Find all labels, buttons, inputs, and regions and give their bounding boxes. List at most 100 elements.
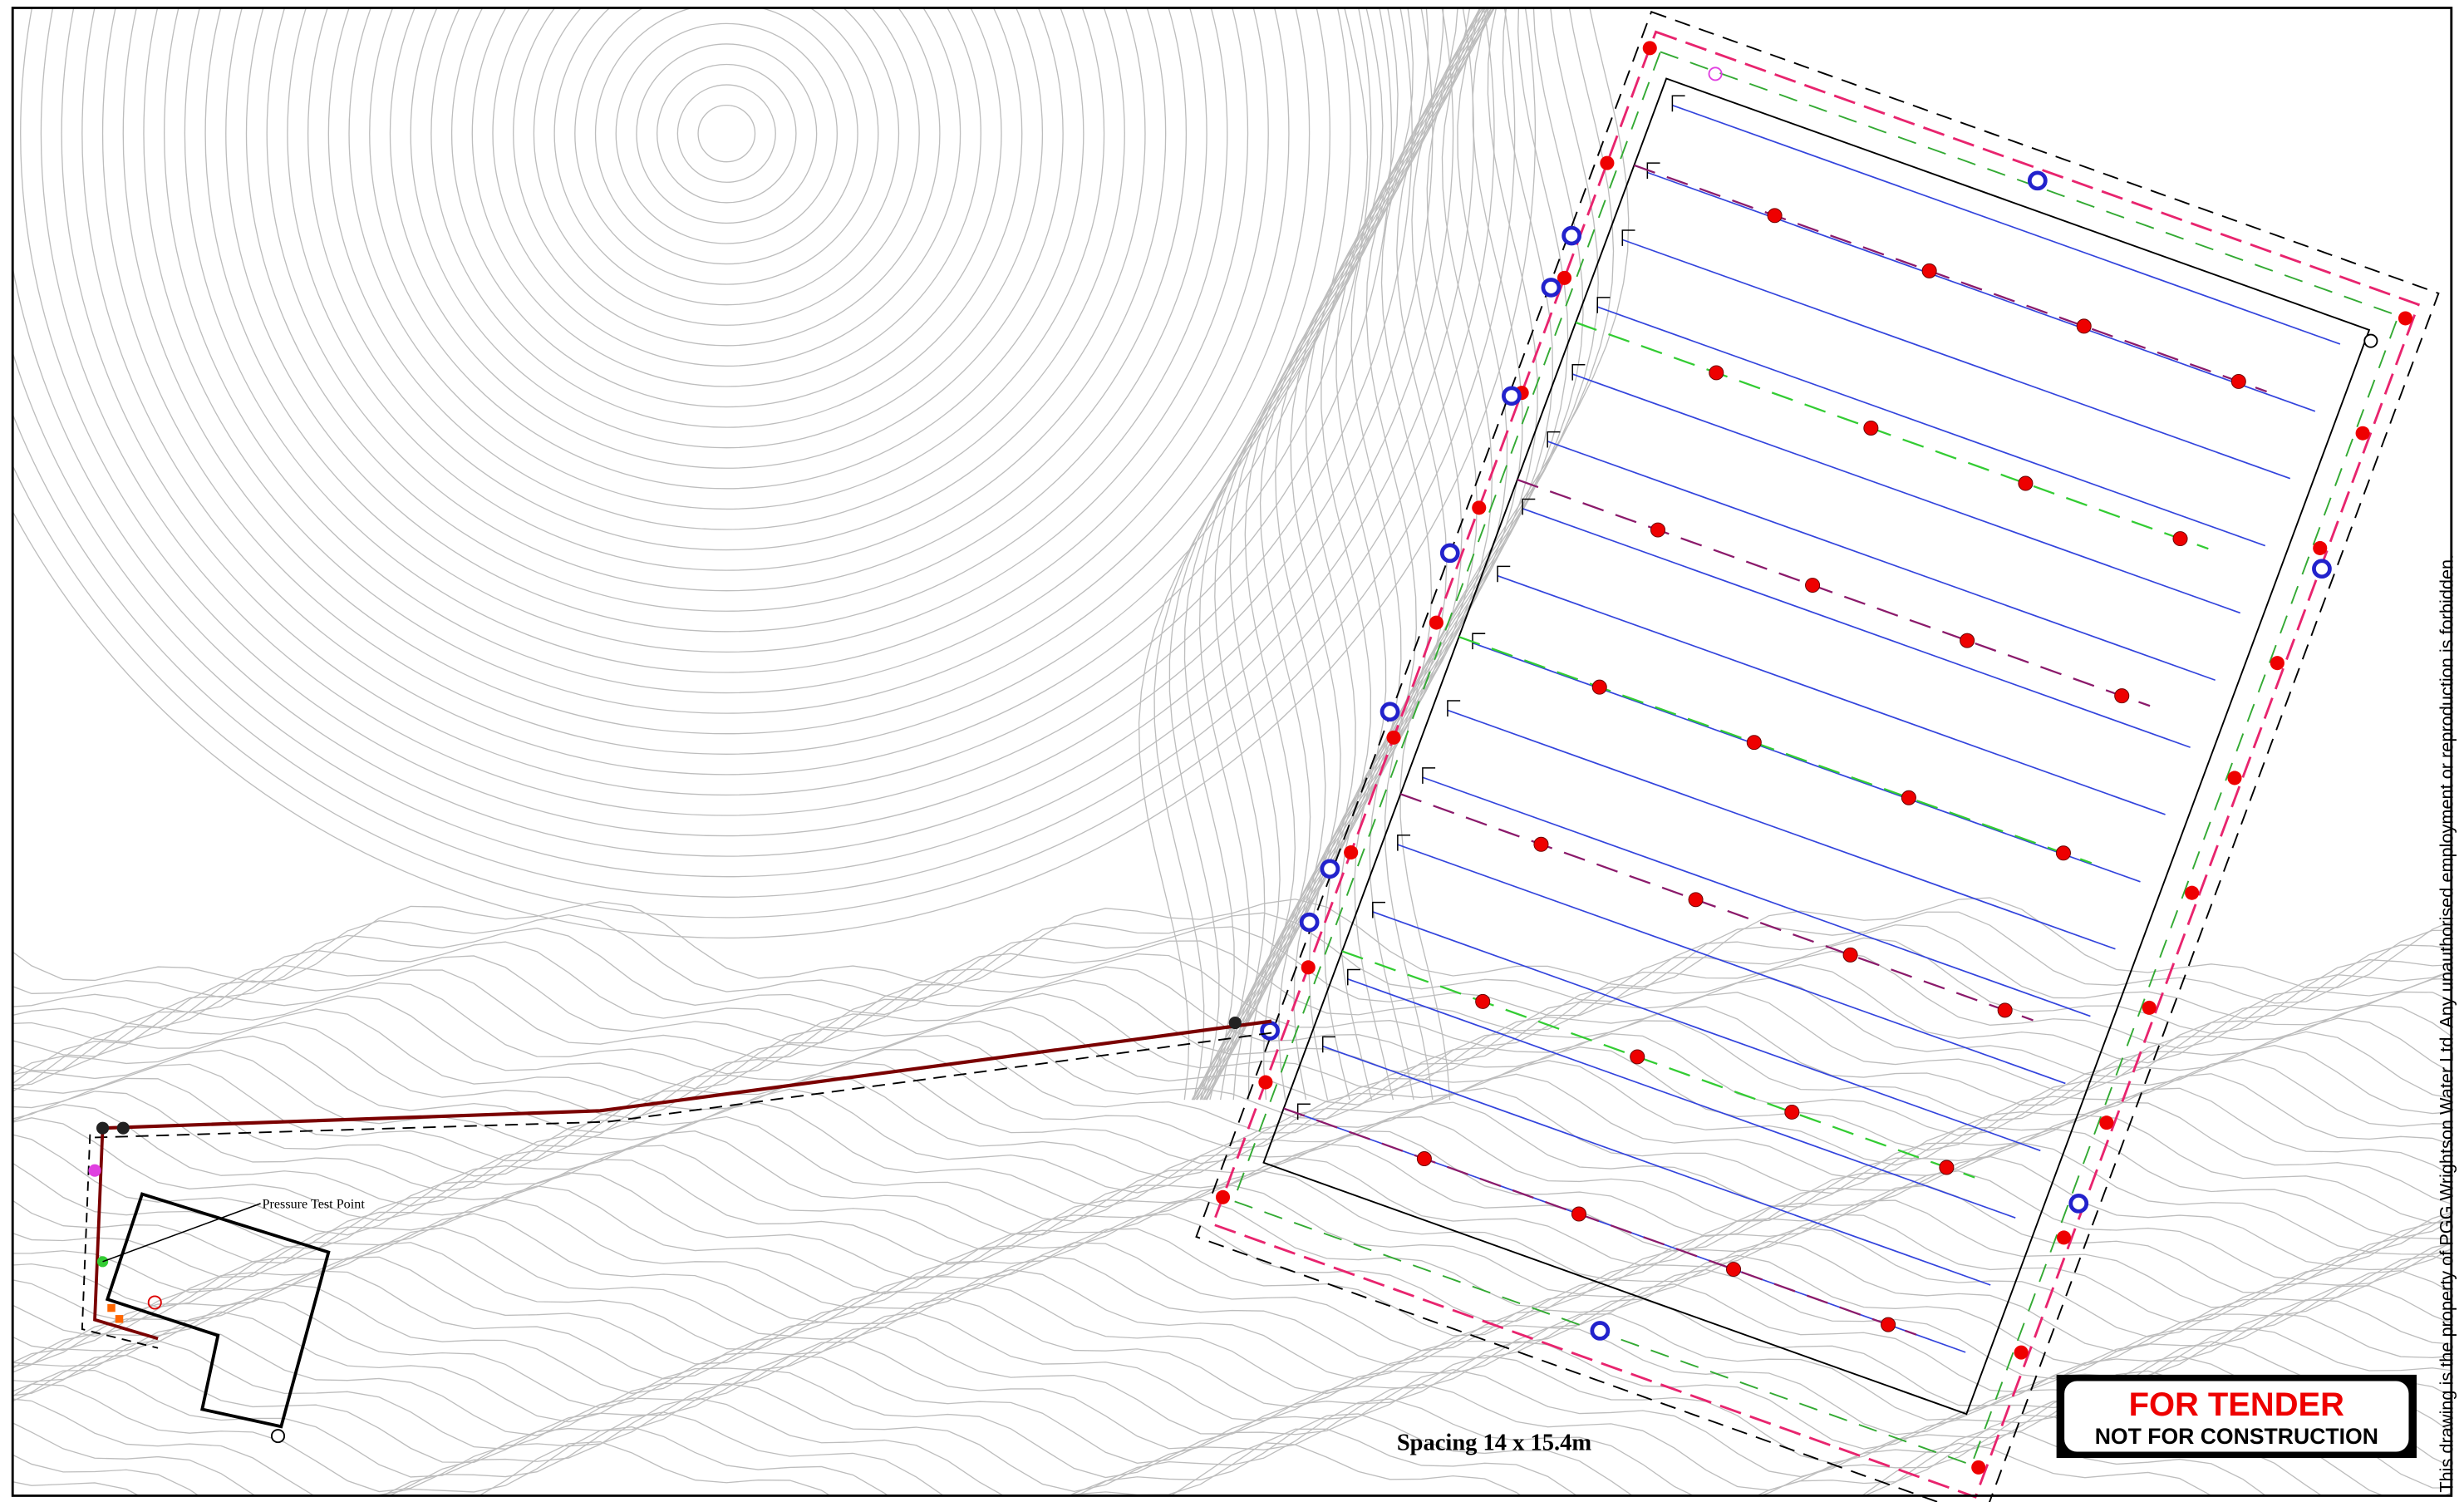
contour — [12, 1031, 2452, 1136]
contour — [12, 978, 2452, 1078]
hydrant — [1260, 1021, 1280, 1041]
valve — [1472, 633, 1486, 650]
sprinkler — [2142, 1000, 2157, 1015]
contour — [204, 7, 1248, 653]
contour — [1138, 7, 1369, 1101]
contour — [12, 1017, 2452, 1121]
sprinkler — [1939, 1160, 1955, 1175]
hydrant — [1380, 702, 1400, 722]
lateral — [1596, 306, 2266, 547]
valve — [1447, 700, 1461, 717]
boundary — [1262, 77, 2371, 1416]
contour — [1202, 7, 1471, 1101]
sprinkler — [2114, 688, 2130, 704]
contour — [533, 7, 920, 326]
stamp: FOR TENDER NOT FOR CONSTRUCTION — [2056, 1374, 2417, 1459]
submain — [1575, 321, 2209, 550]
hydrant — [1502, 386, 1522, 406]
contour — [574, 7, 879, 285]
sprinkler — [1591, 679, 1607, 695]
sprinkler — [2099, 1115, 2114, 1130]
valve — [1321, 1036, 1335, 1053]
lateral — [1622, 239, 2291, 480]
sprinkler — [2055, 845, 2071, 861]
hydrant — [2312, 559, 2332, 579]
contour — [1205, 7, 1458, 1101]
contour — [225, 7, 1228, 633]
contour — [1196, 7, 1488, 1101]
contour — [12, 1297, 2452, 1409]
contour — [12, 924, 2452, 1019]
contour — [307, 7, 1146, 551]
frame — [11, 7, 2453, 1497]
hydrant — [2068, 1194, 2089, 1214]
contour — [12, 1227, 2452, 1338]
sprinkler — [1600, 155, 1615, 170]
sprinkler — [2230, 373, 2246, 389]
sprinkler — [1726, 1262, 1742, 1278]
hydrant — [1590, 1321, 1611, 1341]
contour — [184, 7, 1269, 673]
contour — [348, 7, 1105, 510]
contour — [1199, 7, 1480, 1101]
lateral — [1672, 104, 2341, 345]
sprinkler — [1960, 633, 1975, 648]
label: Pressure Test Point — [263, 1198, 366, 1212]
contour — [81, 7, 1372, 776]
submain — [1341, 950, 1975, 1179]
sprinkler — [1344, 845, 1359, 860]
contour — [12, 7, 1536, 938]
lateral — [1397, 844, 2066, 1085]
contour — [12, 991, 2452, 1092]
contour — [676, 84, 776, 183]
sprinkler — [1571, 1206, 1587, 1222]
contour — [697, 104, 756, 163]
valve — [1547, 431, 1561, 448]
contour — [12, 1004, 2452, 1106]
contour — [12, 1170, 2452, 1281]
boundary — [1195, 10, 2440, 1502]
sprinkler — [1767, 208, 1783, 224]
sprinkler — [1416, 1151, 1432, 1166]
contour — [12, 7, 1453, 857]
contour — [12, 1283, 2452, 1395]
contour — [12, 1254, 2452, 1367]
lateral — [1447, 709, 2116, 950]
contour — [615, 22, 839, 244]
sprinkler — [1881, 1317, 1896, 1332]
lateral — [1647, 171, 2316, 412]
sprinkler — [2398, 311, 2413, 326]
contour — [12, 1199, 2452, 1309]
contour — [12, 1155, 2452, 1267]
contour — [1209, 7, 1487, 1101]
contour — [12, 1382, 2452, 1493]
valve — [1422, 767, 1436, 784]
node — [1708, 66, 1723, 81]
lateral — [1422, 776, 2091, 1017]
submain — [1399, 793, 2034, 1022]
lateral — [1322, 1045, 1991, 1286]
contour — [12, 1354, 2452, 1464]
contour — [12, 1058, 2452, 1166]
contour — [12, 1213, 2452, 1323]
contour — [1198, 7, 1429, 1101]
contour — [12, 1411, 2452, 1496]
submain — [1458, 636, 2093, 864]
contour — [12, 1311, 2452, 1423]
valve — [1596, 297, 1611, 313]
contour — [389, 7, 1064, 469]
sprinkler — [1475, 993, 1491, 1009]
sprinkler — [1971, 1460, 1986, 1475]
sprinkler — [1258, 1075, 1273, 1090]
sprinkler — [1557, 270, 1572, 285]
contour — [12, 1268, 2452, 1381]
lateral — [1472, 642, 2141, 883]
lateral — [1497, 574, 2166, 815]
sprinkler — [2313, 540, 2328, 555]
label: Spacing 14 x 15.4m — [1397, 1431, 1592, 1456]
valve — [1646, 162, 1660, 180]
contour — [266, 7, 1187, 592]
contour — [12, 1440, 2213, 1496]
